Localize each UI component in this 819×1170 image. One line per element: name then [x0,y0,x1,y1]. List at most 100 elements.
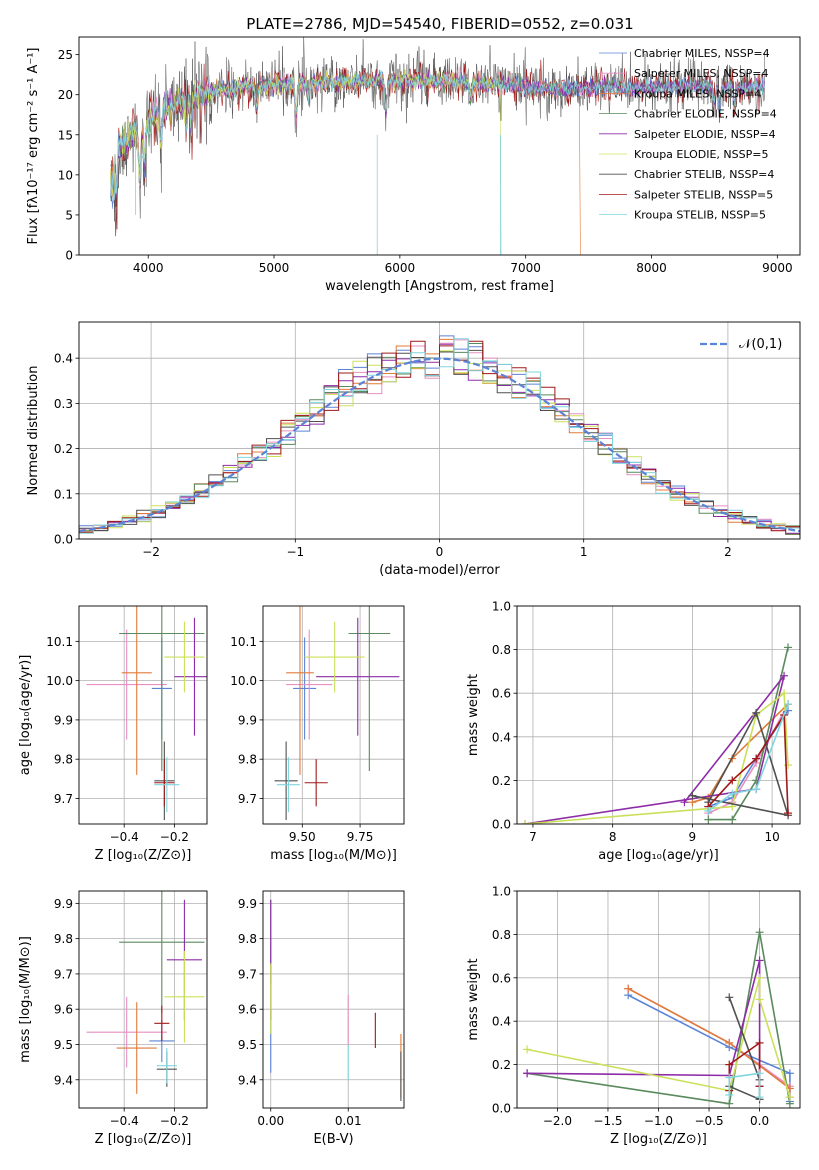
spectrum-legend-label: Salpeter MILES, NSSP=4 [634,67,768,80]
spectrum-ylabel: Flux [fλ10⁻¹⁷ erg cm⁻² s⁻¹ A⁻¹] [26,48,41,245]
plots-layer: 4000 5000 6000 7000 8000 90000510152025wavele… [18,36,801,1147]
weight-vs-age-marker [728,789,737,798]
weight-vs-Z-series-line [728,1072,761,1098]
spectrum-legend-label: Kroupa STELIB, NSSP=5 [634,209,766,222]
mass-vs-Z-errorbar [86,996,167,1068]
spectrum-legend: Chabrier MILES, NSSP=4 Salpeter MILES, NS… [599,47,777,222]
spectrum-xtick-label: 7000 [510,261,541,275]
weight-vs-age-marker [688,791,697,800]
weight-vs-Z-frame [516,890,801,1109]
age-vs-mass-errorbar [293,637,317,740]
weight-vs-age-marker [728,776,737,785]
age-vs-Z-errorbar [154,757,180,813]
weight-vs-age-series-line [708,647,789,821]
weight-vs-age-series-line [524,675,785,824]
spectrum-ytick-label: 15 [58,128,73,142]
weight-vs-Z-ytick-label: 0.4 [492,1015,511,1029]
weight-vs-Z-marker [725,1038,734,1047]
age-vs-Z-xtick-label: −0.2 [160,830,189,844]
weight-vs-age-series-line [692,703,789,803]
mass-vs-Z-ytick-label: 9.4 [54,1073,73,1087]
residuals-ytick-label: 0.2 [54,442,73,456]
figure-title: PLATE=2786, MJD=54540, FIBERID=0552, z=0… [246,15,633,33]
weight-vs-Z-marker [523,1069,532,1078]
weight-vs-Z-ytick-label: 0.2 [492,1058,511,1072]
weight-vs-Z-marker [755,995,764,1004]
weight-vs-Z-ytick-label: 0.0 [492,1102,511,1116]
age-vs-mass-errorbar [304,759,328,807]
weight-vs-age-ytick-label: 0.4 [492,730,511,744]
mass-vs-Z-ytick-label: 9.8 [54,932,73,946]
weight-vs-age-ytick-label: 0.8 [492,643,511,657]
spectrum-ytick-label: 25 [58,48,73,62]
weight-vs-age-marker [784,643,793,652]
weight-vs-age-marker [704,806,713,815]
mass-vs-ebv-ytick-label: 9.6 [238,1003,257,1017]
mass-vs-Z-ytick-label: 9.9 [54,897,73,911]
spectrum-frame [78,36,801,256]
mass-vs-Z-xlabel: Z [log₁₀(Z/Z⊙)] [95,1132,192,1147]
weight-vs-Z-marker [725,993,734,1002]
spectrum-legend-label: Chabrier ELODIE, NSSP=4 [634,108,777,121]
age-vs-mass-frame [262,605,405,825]
age-vs-Z-ytick-label: 10.0 [46,674,73,688]
weight-vs-Z-xtick-label: −1.5 [593,1114,622,1128]
residuals-ytick-label: 0.1 [54,487,73,501]
weight-vs-age-ytick-label: 0.0 [492,818,511,832]
weight-vs-age-xtick-label: 10 [764,830,779,844]
residuals-series-step [79,338,800,534]
age-vs-Z-ytick-label: 10.1 [46,635,73,649]
mass-vs-Z-ytick-label: 9.6 [54,1003,73,1017]
residuals-ytick-label: 0.4 [54,352,73,366]
weight-vs-age-marker [520,820,529,824]
spectrum-ytick-label: 10 [58,168,73,182]
age-vs-mass-ytick-label: 10.0 [230,674,257,688]
spectrum-series-line [110,70,765,202]
age-vs-Z-frame [78,605,208,825]
age-vs-Z-errorbar [121,606,152,775]
mass-vs-Z-ylabel: mass [log₁₀(M/M⊙)] [18,936,33,1063]
weight-vs-Z-xlabel: Z [log₁₀(Z/Z⊙)] [610,1132,707,1147]
weight-vs-Z-marker [725,1099,734,1108]
weight-vs-age-marker [784,809,793,818]
spectrum-axes: 4000 5000 6000 7000 8000 9000 0 5 10 15 20 25 wavele… [26,48,793,295]
mass-vs-ebv-ytick-label: 9.9 [238,897,257,911]
weight-vs-Z-xtick-label: 0.0 [750,1114,769,1128]
age-vs-mass-xtick-label: 9.50 [289,830,316,844]
residuals-hist [79,335,800,538]
spectrum-xtick-label: 8000 [636,261,667,275]
weight-vs-Z-ytick-label: 1.0 [492,885,511,899]
weight-vs-Z-lines [523,928,794,1108]
mass-vs-Z-errorbar [164,950,205,1043]
weight-vs-Z-ylabel: mass weight [466,958,481,1040]
weight-vs-age-ytick-label: 1.0 [492,600,511,614]
age-vs-Z-errorbar [86,629,167,740]
age-vs-mass-errorbar [304,621,365,693]
residuals-xtick-label: −1 [286,545,304,559]
weight-vs-Z-ytick-label: 0.8 [492,928,511,942]
weight-vs-age-xlabel: age [log₁₀(age/yr)] [598,848,719,863]
residuals-legend: 𝒩(0,1) [700,337,782,352]
age-vs-Z-ytick-label: 9.9 [54,713,73,727]
weight-vs-Z-marker [755,1038,764,1047]
weight-vs-age-xtick-label: 8 [609,830,617,844]
mass-vs-Z-errorbar [119,891,205,1013]
spectrum-legend-label: Chabrier MILES, NSSP=4 [634,47,770,60]
weight-vs-Z-ytick-label: 0.6 [492,971,511,985]
age-vs-Z-errorbar [154,759,175,807]
residuals-ylabel: Normed distribution [26,366,41,496]
spectrum-ytick-label: 20 [58,88,73,102]
weight-vs-age-frame [516,605,801,825]
weight-vs-Z-xtick-label: −0.5 [694,1114,723,1128]
weight-vs-Z-marker [725,1060,734,1069]
age-vs-Z-axes: −0.4 −0.2 9.7 9.8 9.9 10.0 10.1 Z [log₁₀(Z/Z⊙)]… [18,606,207,863]
weight-vs-age-marker [728,815,737,824]
weight-vs-Z-marker [725,1090,734,1099]
age-vs-mass-xtick-label: 9.75 [347,830,374,844]
residuals-ytick-label: 0.3 [54,397,73,411]
age-vs-Z-xlabel: Z [log₁₀(Z/Z⊙)] [95,848,192,863]
spectrum-legend-label: Salpeter ELODIE, NSSP=4 [634,128,776,141]
mass-vs-ebv-xtick-label: 0.01 [335,1114,362,1128]
age-vs-Z-errorbar [164,621,205,693]
age-vs-mass-errorbar [316,617,400,736]
